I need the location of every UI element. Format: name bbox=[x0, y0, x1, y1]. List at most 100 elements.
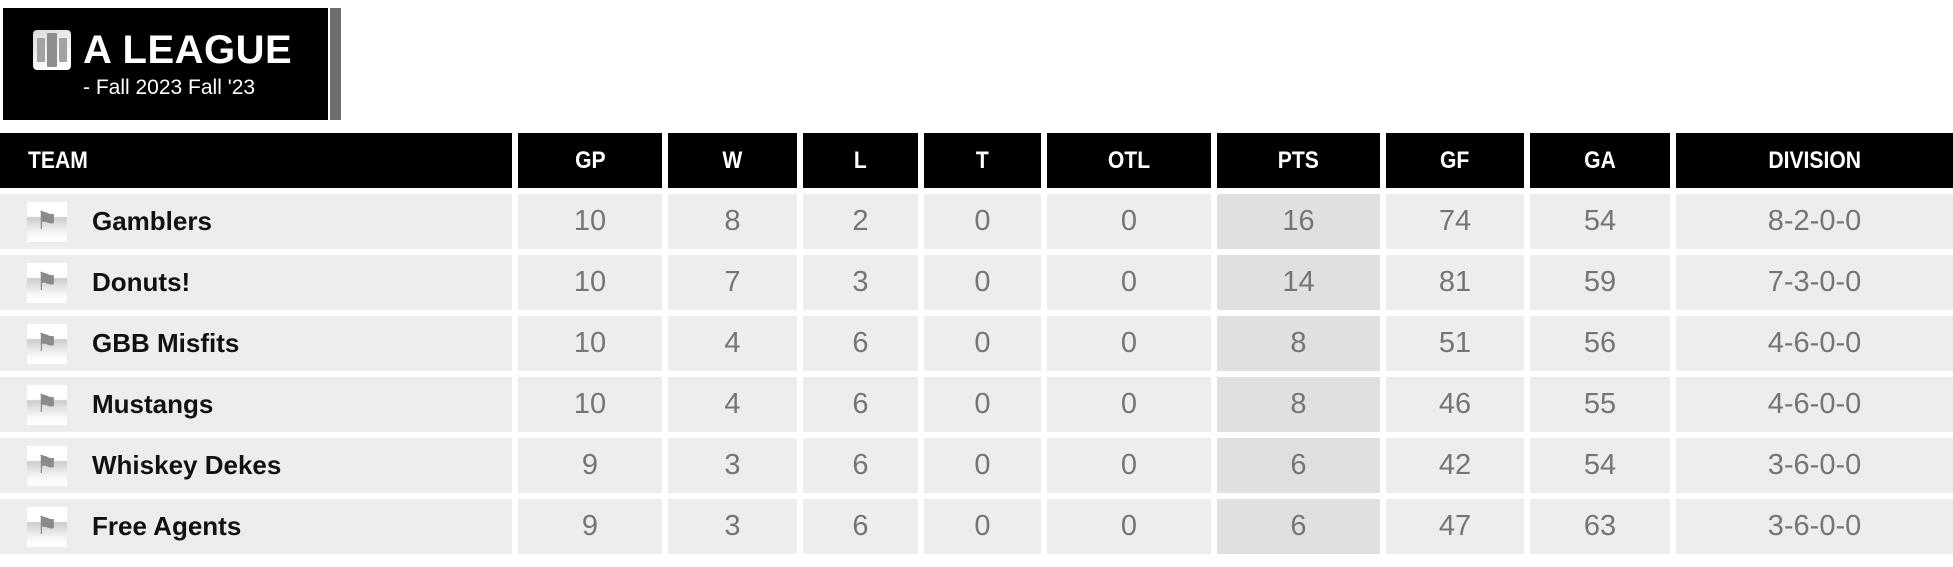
col-header-gf: GF bbox=[1386, 133, 1524, 188]
w-cell: 4 bbox=[668, 316, 797, 371]
t-cell: 0 bbox=[924, 255, 1041, 310]
table-row: ⚑ Mustangs 10 4 6 0 0 8 46 55 4-6-0-0 bbox=[0, 377, 1953, 432]
l-cell: 3 bbox=[803, 255, 918, 310]
col-header-otl: OTL bbox=[1047, 133, 1211, 188]
t-cell: 0 bbox=[924, 499, 1041, 554]
l-cell: 2 bbox=[803, 194, 918, 249]
col-header-l: L bbox=[803, 133, 918, 188]
t-cell: 0 bbox=[924, 377, 1041, 432]
team-name[interactable]: GBB Misfits bbox=[92, 328, 240, 358]
t-cell: 0 bbox=[924, 438, 1041, 493]
ga-cell: 63 bbox=[1530, 499, 1670, 554]
team-name[interactable]: Donuts! bbox=[92, 267, 191, 297]
flag-icon: ⚑ bbox=[35, 389, 59, 418]
otl-cell: 0 bbox=[1047, 499, 1211, 554]
gp-cell: 10 bbox=[518, 194, 662, 249]
flag-icon: ⚑ bbox=[35, 267, 59, 296]
stats-bars-icon bbox=[33, 29, 71, 70]
team-logo: ⚑ bbox=[27, 384, 67, 425]
w-cell: 4 bbox=[668, 377, 797, 432]
team-name[interactable]: Free Agents bbox=[92, 511, 242, 541]
otl-cell: 0 bbox=[1047, 438, 1211, 493]
team-cell[interactable]: ⚑ Mustangs bbox=[0, 377, 512, 432]
pts-cell: 8 bbox=[1217, 377, 1380, 432]
stats-bar-left bbox=[37, 37, 45, 62]
gp-cell: 10 bbox=[518, 377, 662, 432]
pts-cell: 8 bbox=[1217, 316, 1380, 371]
gp-cell: 10 bbox=[518, 316, 662, 371]
ga-cell: 56 bbox=[1530, 316, 1670, 371]
gp-cell: 9 bbox=[518, 499, 662, 554]
league-title: A LEAGUE bbox=[83, 27, 293, 72]
flag-icon: ⚑ bbox=[35, 206, 59, 235]
division-cell: 3-6-0-0 bbox=[1676, 499, 1953, 554]
t-cell: 0 bbox=[924, 316, 1041, 371]
team-cell[interactable]: ⚑ Free Agents bbox=[0, 499, 512, 554]
otl-cell: 0 bbox=[1047, 255, 1211, 310]
division-cell: 3-6-0-0 bbox=[1676, 438, 1953, 493]
gf-cell: 74 bbox=[1386, 194, 1524, 249]
accent-bar bbox=[330, 8, 341, 120]
w-cell: 8 bbox=[668, 194, 797, 249]
l-cell: 6 bbox=[803, 438, 918, 493]
flag-icon: ⚑ bbox=[35, 450, 59, 479]
ga-cell: 54 bbox=[1530, 438, 1670, 493]
ga-cell: 59 bbox=[1530, 255, 1670, 310]
division-cell: 4-6-0-0 bbox=[1676, 316, 1953, 371]
l-cell: 6 bbox=[803, 499, 918, 554]
table-row: ⚑ Donuts! 10 7 3 0 0 14 81 59 7-3-0-0 bbox=[0, 255, 1953, 310]
gf-cell: 42 bbox=[1386, 438, 1524, 493]
team-logo: ⚑ bbox=[27, 506, 67, 547]
stats-bar-right bbox=[59, 37, 67, 62]
team-name[interactable]: Mustangs bbox=[92, 389, 214, 419]
pts-cell: 14 bbox=[1217, 255, 1380, 310]
division-cell: 4-6-0-0 bbox=[1676, 377, 1953, 432]
w-cell: 3 bbox=[668, 438, 797, 493]
col-header-t: T bbox=[924, 133, 1041, 188]
team-logo: ⚑ bbox=[27, 262, 67, 303]
team-cell[interactable]: ⚑ Whiskey Dekes bbox=[0, 438, 512, 493]
stats-bar-middle bbox=[47, 32, 57, 67]
league-header: A LEAGUE - Fall 2023 Fall '23 bbox=[3, 8, 328, 120]
col-header-team: TEAM bbox=[0, 133, 512, 188]
ga-cell: 55 bbox=[1530, 377, 1670, 432]
col-header-gp: GP bbox=[518, 133, 662, 188]
col-header-ga: GA bbox=[1530, 133, 1670, 188]
team-logo: ⚑ bbox=[27, 445, 67, 486]
team-logo: ⚑ bbox=[27, 323, 67, 364]
team-name[interactable]: Gamblers bbox=[92, 206, 212, 236]
pts-cell: 6 bbox=[1217, 438, 1380, 493]
team-cell[interactable]: ⚑ Donuts! bbox=[0, 255, 512, 310]
table-row: ⚑ Gamblers 10 8 2 0 0 16 74 54 8-2-0-0 bbox=[0, 194, 1953, 249]
team-cell[interactable]: ⚑ Gamblers bbox=[0, 194, 512, 249]
standings-body: ⚑ Gamblers 10 8 2 0 0 16 74 54 8-2-0-0 ⚑… bbox=[0, 194, 1953, 554]
w-cell: 7 bbox=[668, 255, 797, 310]
pts-cell: 16 bbox=[1217, 194, 1380, 249]
pts-cell: 6 bbox=[1217, 499, 1380, 554]
otl-cell: 0 bbox=[1047, 377, 1211, 432]
team-logo: ⚑ bbox=[27, 201, 67, 242]
l-cell: 6 bbox=[803, 377, 918, 432]
flag-icon: ⚑ bbox=[35, 511, 59, 540]
division-cell: 8-2-0-0 bbox=[1676, 194, 1953, 249]
flag-icon: ⚑ bbox=[35, 328, 59, 357]
otl-cell: 0 bbox=[1047, 194, 1211, 249]
col-header-pts: PTS bbox=[1217, 133, 1380, 188]
gf-cell: 81 bbox=[1386, 255, 1524, 310]
w-cell: 3 bbox=[668, 499, 797, 554]
col-header-w: W bbox=[668, 133, 797, 188]
table-row: ⚑ Free Agents 9 3 6 0 0 6 47 63 3-6-0-0 bbox=[0, 499, 1953, 554]
team-cell[interactable]: ⚑ GBB Misfits bbox=[0, 316, 512, 371]
table-row: ⚑ GBB Misfits 10 4 6 0 0 8 51 56 4-6-0-0 bbox=[0, 316, 1953, 371]
team-name[interactable]: Whiskey Dekes bbox=[92, 450, 282, 480]
t-cell: 0 bbox=[924, 194, 1041, 249]
gp-cell: 9 bbox=[518, 438, 662, 493]
gp-cell: 10 bbox=[518, 255, 662, 310]
gf-cell: 51 bbox=[1386, 316, 1524, 371]
table-row: ⚑ Whiskey Dekes 9 3 6 0 0 6 42 54 3-6-0-… bbox=[0, 438, 1953, 493]
gf-cell: 46 bbox=[1386, 377, 1524, 432]
l-cell: 6 bbox=[803, 316, 918, 371]
division-cell: 7-3-0-0 bbox=[1676, 255, 1953, 310]
ga-cell: 54 bbox=[1530, 194, 1670, 249]
